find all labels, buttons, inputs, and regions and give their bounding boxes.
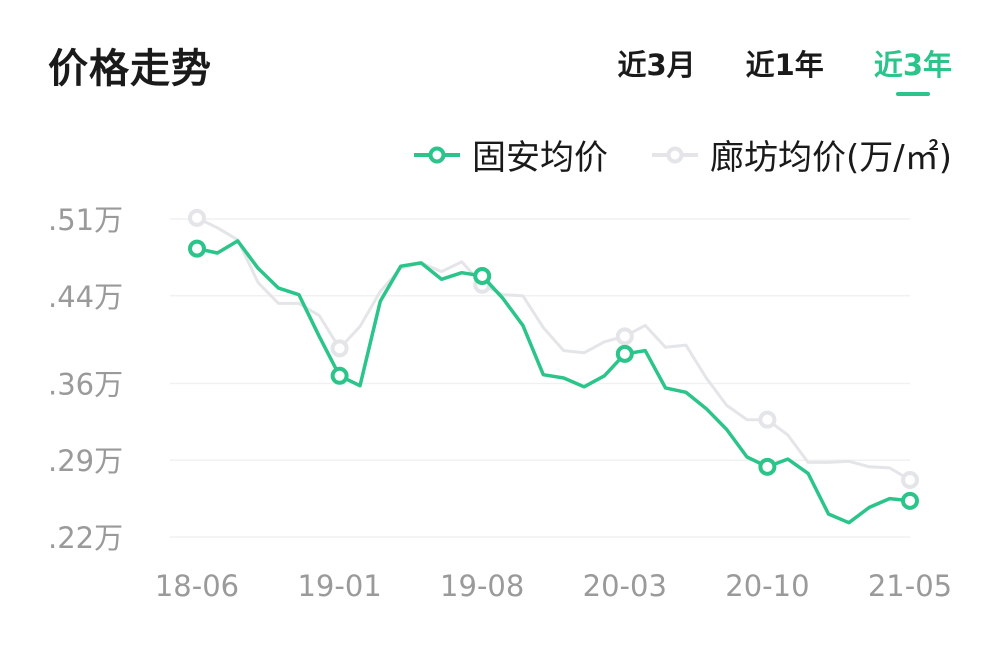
y-axis-ticks: .51万 .44万 .36万 .29万 .22万 (48, 203, 123, 555)
legend-marker-langfang (652, 146, 699, 163)
y-tick-label: .51万 (48, 203, 123, 237)
data-point-guan (473, 267, 492, 286)
data-point-langfang (188, 208, 206, 227)
tab-3-months-label: 近3月 (617, 48, 696, 82)
data-point-guan (615, 344, 634, 363)
x-tick-label: 19-08 (440, 569, 524, 603)
data-point-guan (758, 457, 777, 476)
x-tick-label: 19-01 (297, 569, 381, 603)
tab-3-years[interactable]: 近3年 (873, 42, 952, 96)
y-tick-label: .22万 (48, 521, 123, 555)
page-title: 价格走势 (48, 46, 212, 92)
tab-1-year-label: 近1年 (745, 48, 824, 82)
chart-legend: 固安均价 廊坊均价(万/㎡) (414, 130, 952, 179)
data-point-guan (330, 366, 349, 385)
tab-3-months[interactable]: 近3月 (617, 42, 695, 84)
x-axis-ticks: 18-06 19-01 19-08 20-03 20-10 21-05 (155, 569, 952, 603)
data-point-langfang (901, 470, 919, 489)
data-point-langfang (330, 339, 349, 358)
x-tick-label: 18-06 (155, 569, 239, 603)
y-tick-label: .29万 (48, 444, 123, 478)
legend-item-langfang[interactable]: 廊坊均价(万/㎡) (652, 130, 952, 179)
legend-label-langfang: 廊坊均价(万/㎡) (710, 138, 952, 178)
data-point-langfang (758, 410, 777, 429)
x-tick-label: 20-10 (725, 569, 809, 603)
tab-1-year[interactable]: 近1年 (746, 42, 824, 84)
range-tabs: 近3月 近1年 近3年 (617, 42, 952, 96)
x-tick-label: 21-05 (868, 569, 952, 603)
legend-marker-guan (414, 146, 461, 163)
data-point-langfang (615, 327, 634, 346)
series-line-langfang (195, 216, 912, 482)
data-point-guan (188, 239, 206, 258)
series-line-guan (195, 239, 912, 525)
legend-item-guan[interactable]: 固安均价 (414, 130, 608, 179)
data-point-guan (901, 491, 919, 510)
y-tick-label: .36万 (48, 367, 123, 401)
y-tick-label: .44万 (48, 280, 123, 314)
chart-series (188, 208, 919, 525)
active-tab-indicator (895, 92, 930, 96)
grid-lines (170, 218, 910, 538)
tab-3-years-label: 近3年 (873, 48, 952, 82)
legend-label-guan: 固安均价 (472, 138, 609, 178)
x-tick-label: 20-03 (583, 569, 667, 603)
